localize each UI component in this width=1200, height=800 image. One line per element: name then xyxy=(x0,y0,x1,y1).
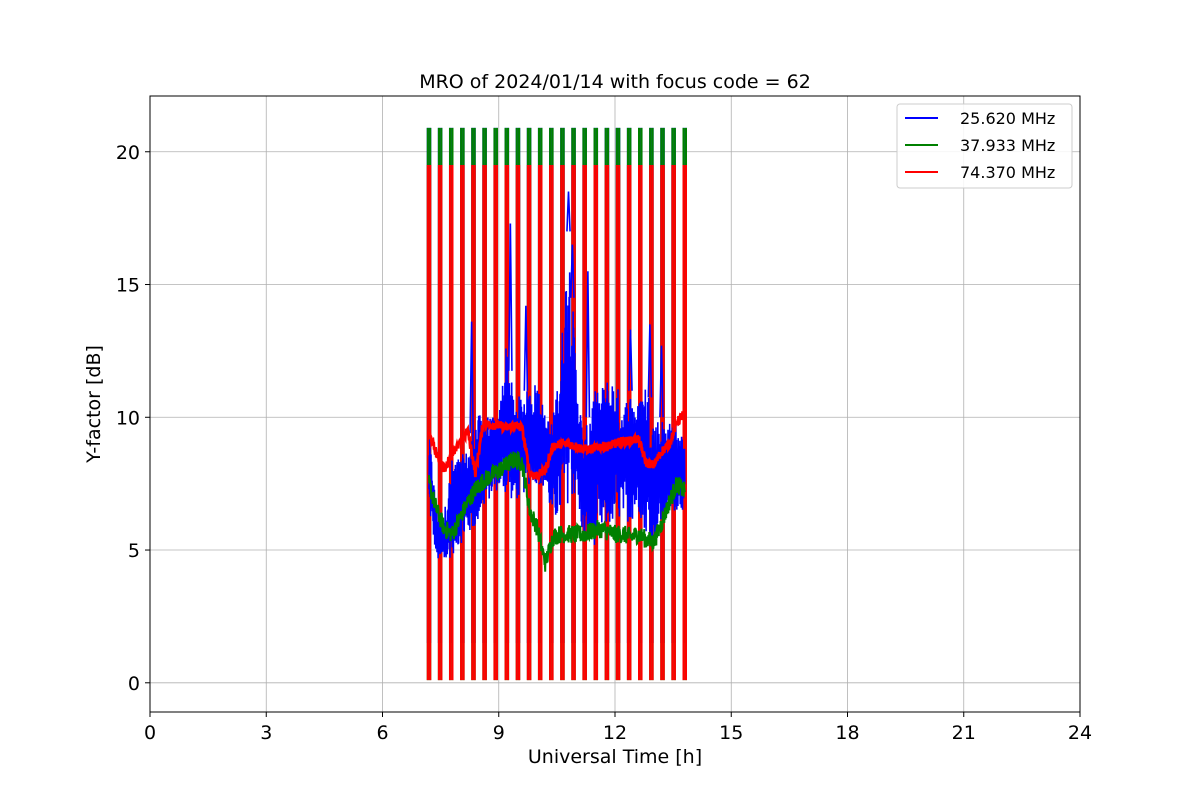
series-line-74370 xyxy=(428,408,687,484)
series-spike-25620 xyxy=(566,191,571,232)
legend-label: 37.933 MHz xyxy=(960,136,1055,155)
series-spike-25620 xyxy=(628,329,633,391)
y-tick-label: 10 xyxy=(116,407,140,429)
x-tick-label: 12 xyxy=(603,722,627,744)
series-spike-25620 xyxy=(570,244,575,298)
chart-title: MRO of 2024/01/14 with focus code = 62 xyxy=(419,71,811,93)
y-tick-label: 5 xyxy=(128,540,140,562)
legend-label: 74.370 MHz xyxy=(960,163,1055,182)
series-spike-25620 xyxy=(585,271,591,418)
series-spike-25620 xyxy=(508,223,513,371)
calibration-pulse xyxy=(649,165,654,681)
series-spike-25620 xyxy=(523,305,529,391)
calibration-pulse xyxy=(582,165,587,681)
series-spike-25620 xyxy=(659,345,664,418)
x-tick-label: 6 xyxy=(376,722,388,744)
series-spike-25620 xyxy=(469,321,474,434)
x-tick-label: 21 xyxy=(952,722,976,744)
x-tick-label: 0 xyxy=(144,722,156,744)
calibration-pulse xyxy=(660,165,665,681)
y-tick-label: 15 xyxy=(116,275,140,297)
calibration-pulse xyxy=(437,165,443,681)
calibration-pulse xyxy=(426,165,432,681)
series-spike-25620 xyxy=(647,324,653,398)
y-axis-label: Y-factor [dB] xyxy=(83,345,105,464)
calibration-pulse xyxy=(549,165,554,681)
series-lines xyxy=(428,191,687,572)
calibration-pulse xyxy=(448,165,454,681)
legend: 25.620 MHz 37.933 MHz 74.370 MHz xyxy=(896,103,1073,189)
x-tick-label: 24 xyxy=(1068,722,1092,744)
calibration-pulse xyxy=(682,165,688,681)
y-tick-label: 0 xyxy=(128,673,140,695)
x-axis-label: Universal Time [h] xyxy=(528,746,702,768)
x-tick-label: 15 xyxy=(719,722,743,744)
legend-box xyxy=(896,103,1073,189)
x-tick-label: 18 xyxy=(835,722,859,744)
y-axis-ticks: 0 5 10 15 20 xyxy=(116,142,150,695)
x-tick-label: 3 xyxy=(260,722,272,744)
legend-label: 25.620 MHz xyxy=(960,109,1055,128)
calibration-pulse xyxy=(460,165,465,681)
series-line-37933 xyxy=(428,450,686,572)
x-axis-ticks: 0 3 6 9 12 15 18 21 24 xyxy=(144,712,1092,744)
y-tick-label: 20 xyxy=(116,142,140,164)
x-tick-label: 9 xyxy=(493,722,505,744)
